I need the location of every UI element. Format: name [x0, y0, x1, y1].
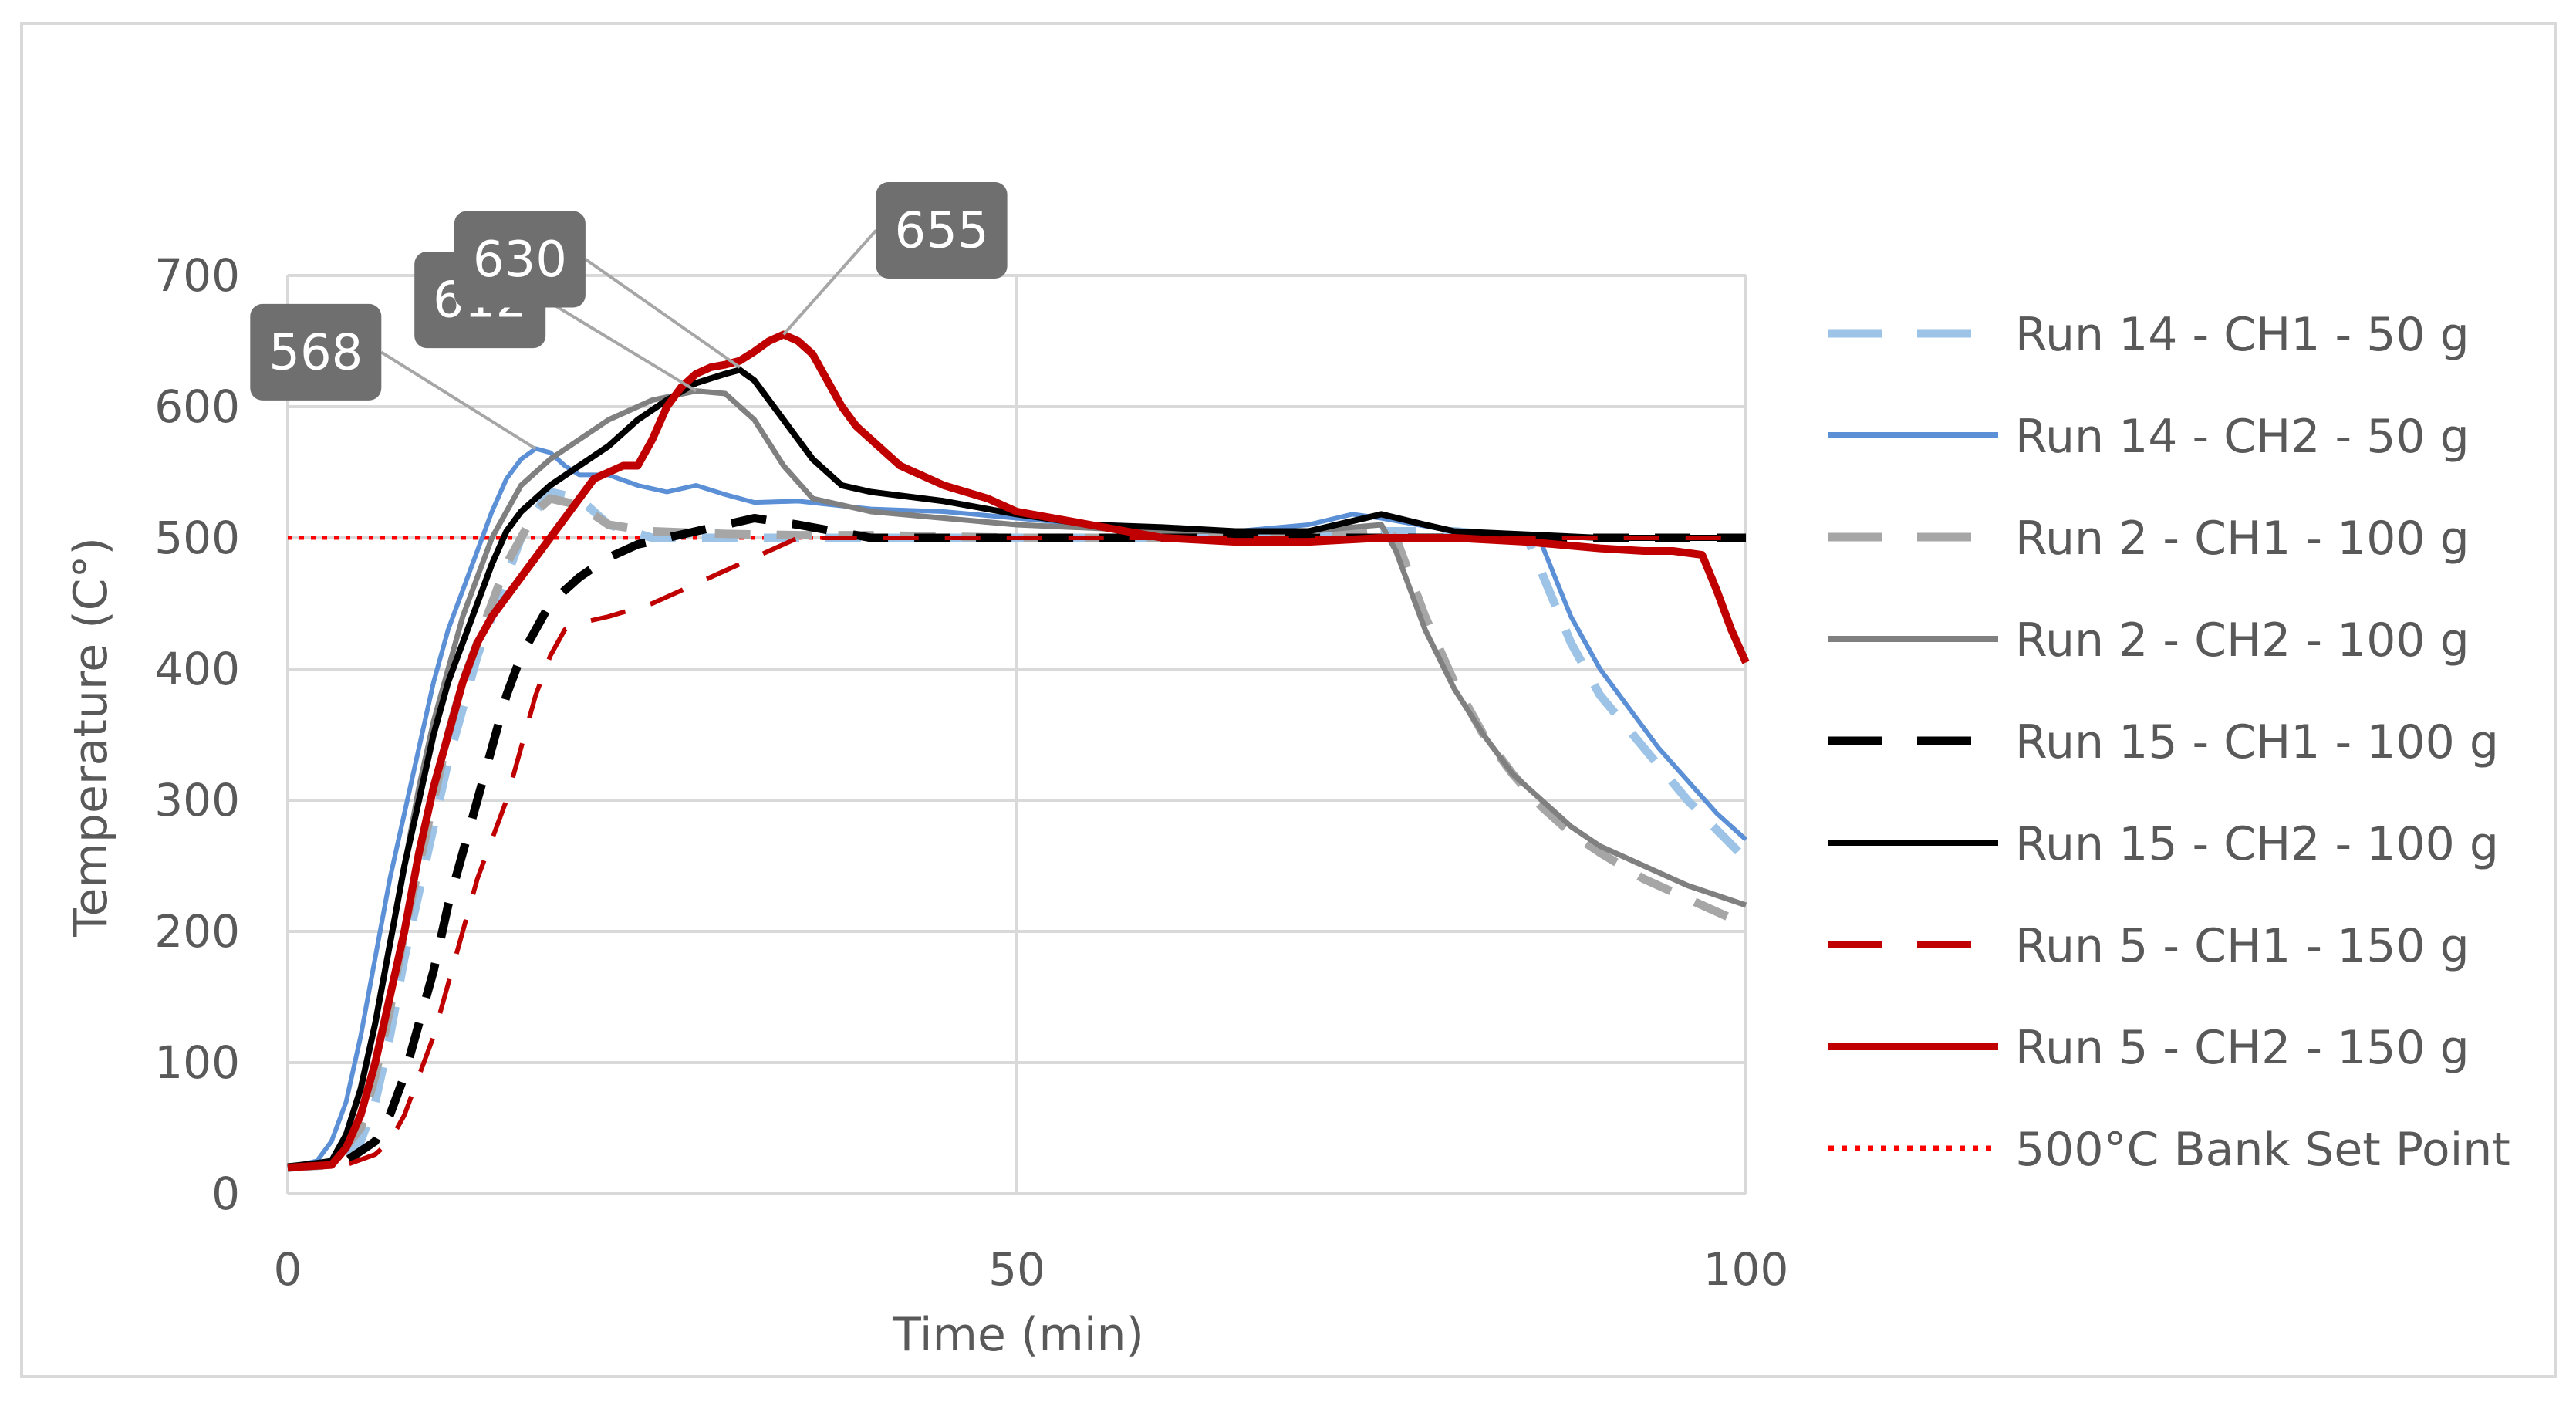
legend-label: Run 14 - CH1 - 50 g — [2015, 308, 2470, 362]
callout-label: 630 — [473, 232, 567, 289]
x-axis-title: Time (min) — [892, 1308, 1144, 1362]
y-tick-label: 0 — [211, 1168, 240, 1220]
x-tick-label: 100 — [1703, 1243, 1789, 1296]
y-tick-label: 200 — [154, 905, 240, 958]
legend-label: Run 15 - CH1 - 100 g — [2015, 715, 2499, 769]
y-tick-label: 600 — [154, 380, 240, 433]
legend-label: Run 2 - CH2 - 100 g — [2015, 613, 2470, 668]
chart-frame — [20, 22, 2557, 1378]
callout-leader — [380, 350, 537, 451]
callout-label: 568 — [268, 324, 363, 381]
legend: Run 14 - CH1 - 50 g Run 14 - CH2 - 50 g Ru… — [1828, 308, 2510, 1177]
x-tick-label: 50 — [988, 1243, 1045, 1296]
tick-labels: 0 100 200 300 400 500 600 700 0 50 100 — [154, 249, 1788, 1296]
legend-label: 500°C Bank Set Point — [2015, 1123, 2510, 1177]
legend-label: Run 14 - CH2 - 50 g — [2015, 410, 2470, 464]
legend-label: Run 5 - CH2 - 150 g — [2015, 1021, 2470, 1075]
series-lines — [287, 330, 1750, 1172]
callout-leader — [782, 229, 878, 336]
x-tick-label: 0 — [274, 1243, 302, 1296]
y-tick-label: 400 — [154, 643, 240, 695]
y-tick-label: 300 — [154, 774, 240, 826]
legend-label: Run 5 - CH1 - 150 g — [2015, 919, 2470, 973]
callout-leader — [545, 298, 697, 393]
series-line — [287, 536, 1746, 1170]
callout-label: 655 — [895, 203, 989, 260]
gridlines — [286, 274, 1747, 1195]
callout-box — [876, 182, 1008, 279]
y-tick-label: 500 — [154, 512, 240, 564]
y-tick-label: 100 — [154, 1036, 240, 1089]
callout-box — [250, 303, 382, 401]
series-line — [287, 367, 1746, 1171]
series-line — [287, 330, 1750, 1171]
callout-box — [454, 211, 586, 308]
y-tick-label: 700 — [154, 249, 240, 302]
y-axis-title: Temperature (C°) — [64, 537, 118, 938]
callout-leader — [584, 258, 741, 369]
data-callouts: 568612630655 — [250, 182, 1008, 451]
legend-label: Run 15 - CH2 - 100 g — [2015, 817, 2499, 871]
legend-label: Run 2 - CH1 - 100 g — [2015, 512, 2470, 566]
